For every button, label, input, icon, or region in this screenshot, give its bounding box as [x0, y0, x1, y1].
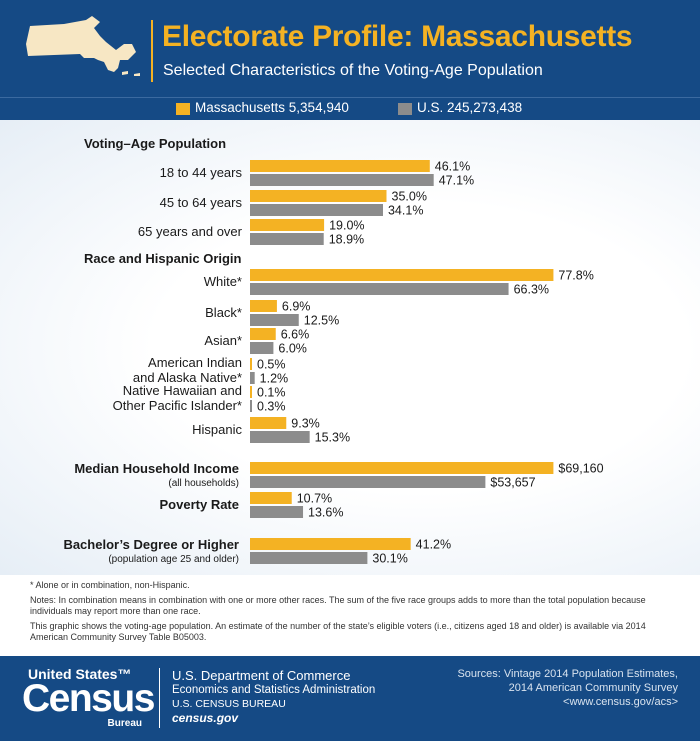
administration-name: Economics and Statistics Administration	[172, 684, 376, 696]
legend-label-us: U.S. 245,273,438	[417, 100, 523, 115]
row-0-1-ma-value-label: 35.0%	[392, 190, 427, 204]
row-1-4-us-bar	[250, 400, 252, 412]
section-subtitle-4: (population age 25 and older)	[108, 554, 239, 565]
section-title-1: Race and Hispanic Origin	[84, 251, 242, 266]
note-eligible: This graphic shows the voting-age popula…	[30, 621, 646, 642]
row-1-4-us-value-label: 0.3%	[257, 400, 286, 414]
row-1-3-label-line1: American Indian	[148, 355, 242, 370]
row-3-0-us-bar	[250, 506, 304, 518]
footer-divider	[159, 668, 160, 728]
row-1-0-us-value-label: 66.3%	[514, 283, 549, 297]
source-line-2: 2014 American Community Survey	[508, 682, 678, 694]
row-1-5-us-value-label: 15.3%	[315, 431, 350, 445]
legend-swatch-massachusetts	[176, 103, 190, 115]
row-1-0-us-bar	[250, 283, 509, 295]
note-asterisk: * Alone or in combination, non-Hispanic.	[30, 580, 190, 590]
row-0-2-ma-bar	[250, 219, 325, 231]
department-name: U.S. Department of Commerce	[172, 668, 351, 683]
page-title: Electorate Profile: Massachusetts	[162, 20, 633, 53]
section-title-4: Bachelor’s Degree or Higher	[63, 537, 239, 552]
website-link[interactable]: census.gov	[172, 711, 239, 725]
row-0-2-us-value-label: 18.9%	[329, 233, 364, 247]
row-1-3-us-bar	[250, 372, 255, 384]
row-1-3-label-line2: and Alaska Native*	[133, 370, 242, 385]
row-0-2-label: 65 years and over	[138, 224, 243, 239]
source-line-3[interactable]: <www.census.gov/acs>	[563, 696, 678, 708]
notes: * Alone or in combination, non-Hispanic.…	[30, 580, 680, 647]
row-0-1-ma-bar	[250, 190, 387, 202]
row-1-5-ma-value-label: 9.3%	[291, 417, 320, 431]
section-title-2: Median Household Income	[74, 461, 239, 476]
row-2-0-us-bar	[250, 476, 486, 488]
row-0-2-us-bar	[250, 233, 324, 245]
source-line-1: Sources: Vintage 2014 Population Estimat…	[457, 668, 678, 680]
row-4-0-us-bar	[250, 552, 368, 564]
row-1-2-label: Asian*	[204, 333, 242, 348]
row-1-1-label: Black*	[205, 305, 242, 320]
row-1-5-us-bar	[250, 431, 310, 443]
row-1-0-ma-value-label: 77.8%	[558, 269, 593, 283]
row-1-3-ma-value-label: 0.5%	[257, 358, 286, 372]
row-1-0-label: White*	[204, 274, 242, 289]
census-logo-top: United States™	[28, 666, 132, 682]
section-title-3: Poverty Rate	[160, 497, 239, 512]
row-1-1-us-value-label: 12.5%	[304, 314, 339, 328]
row-1-4-ma-value-label: 0.1%	[257, 386, 286, 400]
row-1-5-ma-bar	[250, 417, 287, 429]
row-0-0-us-bar	[250, 174, 434, 186]
row-0-0-us-value-label: 47.1%	[439, 174, 474, 188]
section-subtitle-2: (all households)	[168, 478, 239, 489]
legend-label-massachusetts: Massachusetts 5,354,940	[195, 100, 349, 115]
row-1-2-us-value-label: 6.0%	[278, 342, 307, 356]
row-1-3-ma-bar	[250, 358, 252, 370]
massachusetts-map-icon	[26, 16, 140, 76]
legend-swatch-us	[398, 103, 412, 115]
census-logo-main: Census	[22, 677, 155, 720]
row-4-0-ma-value-label: 41.2%	[416, 538, 451, 552]
row-0-2-ma-value-label: 19.0%	[329, 219, 364, 233]
census-logo: United States™ Census Bureau	[22, 666, 155, 732]
row-4-0-us-value-label: 30.1%	[372, 552, 407, 566]
row-1-1-ma-bar	[250, 300, 277, 312]
row-1-0-ma-bar	[250, 269, 554, 281]
row-1-5-label: Hispanic	[192, 422, 242, 437]
row-1-4-label-line2: Other Pacific Islander*	[113, 398, 242, 413]
row-1-1-ma-value-label: 6.9%	[282, 300, 311, 314]
bureau-name: U.S. CENSUS BUREAU	[172, 698, 286, 710]
row-0-1-us-bar	[250, 204, 383, 216]
row-1-3-us-value-label: 1.2%	[260, 372, 289, 386]
page-subtitle: Selected Characteristics of the Voting-A…	[163, 62, 543, 79]
row-3-0-ma-value-label: 10.7%	[297, 492, 332, 506]
row-1-4-ma-bar	[250, 386, 252, 398]
census-logo-bottom: Bureau	[107, 718, 142, 729]
row-0-0-label: 18 to 44 years	[160, 165, 243, 180]
row-1-2-ma-bar	[250, 328, 276, 340]
row-2-0-us-value-label: $53,657	[490, 476, 535, 490]
row-4-0-ma-bar	[250, 538, 411, 550]
row-2-0-ma-value-label: $69,160	[558, 462, 603, 476]
row-0-1-us-value-label: 34.1%	[388, 204, 423, 218]
title-divider	[151, 20, 153, 82]
section-title-0: Voting–Age Population	[84, 136, 226, 151]
legend: Massachusetts 5,354,940 U.S. 245,273,438	[0, 97, 700, 120]
note-combination: Notes: In combination means in combinati…	[30, 595, 646, 616]
row-1-4-label-line1: Native Hawaiian and	[123, 383, 242, 398]
bar-chart: Voting–Age Population 18 to 44 years 46.1%…	[63, 136, 603, 566]
footer: United States™ Census Bureau U.S. Depart…	[0, 656, 700, 741]
row-3-0-ma-bar	[250, 492, 292, 504]
row-0-1-label: 45 to 64 years	[160, 195, 243, 210]
row-3-0-us-value-label: 13.6%	[308, 506, 343, 520]
row-0-0-ma-value-label: 46.1%	[435, 160, 470, 174]
row-1-2-us-bar	[250, 342, 274, 354]
row-1-2-ma-value-label: 6.6%	[281, 328, 310, 342]
row-1-1-us-bar	[250, 314, 299, 326]
header-banner: Electorate Profile: Massachusetts Select…	[0, 0, 700, 97]
row-0-0-ma-bar	[250, 160, 430, 172]
row-2-0-ma-bar	[250, 462, 554, 474]
chart-area: Voting–Age Population 18 to 44 years 46.1%…	[0, 120, 700, 575]
